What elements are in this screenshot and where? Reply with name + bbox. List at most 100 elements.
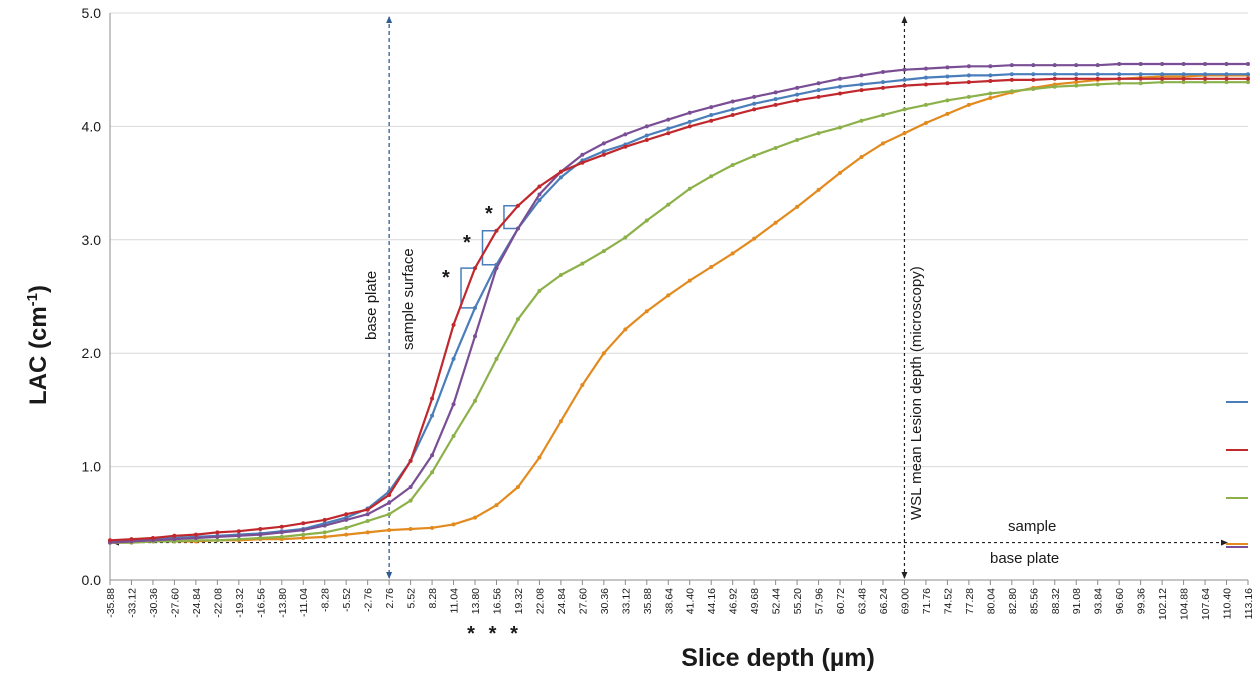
axes (109, 13, 1249, 585)
series-point (816, 81, 821, 86)
series-point (601, 149, 606, 154)
series-point (687, 278, 692, 283)
series-point (1181, 80, 1186, 85)
x-tick-label: 80.04 (985, 588, 997, 614)
x-tick-label: -33.12 (126, 588, 138, 618)
series-point (1224, 62, 1229, 67)
x-tick-label: -2.76 (363, 588, 375, 612)
series-point (473, 266, 478, 271)
x-tick-label: -27.60 (169, 588, 181, 618)
x-tick-labels: -35.88 -33.12 -30.36 -27.60 -24.84 -22.08 -19.… (105, 588, 1255, 645)
series-point (644, 138, 649, 143)
series-point (387, 528, 392, 533)
x-tick-label: 8.28 (427, 588, 439, 609)
series-point (601, 249, 606, 254)
series-point (1160, 80, 1165, 85)
series-point (988, 73, 993, 78)
series-point (1074, 76, 1079, 81)
series-point (816, 131, 821, 136)
series-point (258, 532, 263, 537)
series-point (580, 382, 585, 387)
x-tick-label: -35.88 (105, 588, 117, 618)
y-axis-label: LAC (cm-1) (24, 285, 52, 405)
series-point (279, 534, 284, 539)
series-point (623, 144, 628, 149)
arrow-head-top (386, 16, 393, 23)
series-point (902, 107, 907, 112)
arrow-head-right (1221, 539, 1228, 546)
series-point (301, 528, 306, 533)
series-point (451, 356, 456, 361)
series-point (1052, 76, 1057, 81)
y-tick-label: 5.0 (82, 5, 102, 21)
series-point (902, 67, 907, 72)
series-point (365, 512, 370, 517)
y-tick-label: 1.0 (82, 459, 102, 475)
series-point (258, 536, 263, 541)
x-tick-label: 13.80 (470, 588, 482, 614)
x-tick-label: 5.52 (406, 588, 418, 609)
series-line-0 (109, 73, 1248, 543)
x-tick-label: 71.76 (921, 588, 933, 614)
x-tick-label: 41.40 (685, 588, 697, 614)
series-point (945, 81, 950, 86)
x-tick-label: 38.64 (663, 588, 675, 614)
series-point (1246, 76, 1250, 81)
series-point (1181, 62, 1186, 67)
series-point (1095, 63, 1100, 68)
series-point (387, 512, 392, 517)
series-point (236, 533, 241, 538)
series-point (494, 266, 499, 271)
series-point (1224, 76, 1229, 81)
x-tick-label: 55.20 (792, 588, 804, 614)
series-point (687, 124, 692, 129)
x-tick-label: 30.36 (599, 588, 611, 614)
series-point (1117, 72, 1122, 77)
series-point (408, 498, 413, 503)
series-line-4 (109, 62, 1248, 544)
series-point (816, 187, 821, 192)
series-point (344, 512, 349, 517)
x-tick-label: 60.72 (835, 588, 847, 614)
series-point (601, 351, 606, 356)
series-point (988, 96, 993, 101)
series-point (1095, 82, 1100, 87)
data-series (108, 62, 1250, 545)
series-point (923, 75, 928, 80)
series-point (730, 162, 735, 167)
series-point (623, 327, 628, 332)
series-point (236, 529, 241, 534)
series-point (601, 152, 606, 157)
series-point (880, 141, 885, 146)
series-point (902, 83, 907, 88)
series-point (430, 413, 435, 418)
series-point (966, 64, 971, 69)
series-point (1009, 89, 1014, 94)
series-point (1117, 62, 1122, 67)
series-point (752, 94, 757, 99)
series-point (322, 523, 327, 528)
x-tick-label: 24.84 (556, 588, 568, 614)
series-point (1031, 63, 1036, 68)
series-point (988, 64, 993, 69)
series-point (923, 82, 928, 87)
series-point (730, 113, 735, 118)
series-point (1074, 83, 1079, 88)
series-point (1074, 63, 1079, 68)
series-point (666, 117, 671, 122)
x-tick-label: 69.00 (899, 588, 911, 614)
x-tick-label: 63.48 (857, 588, 869, 614)
series-point (537, 455, 542, 460)
y-tick-label: 3.0 (82, 232, 102, 248)
series-point (752, 153, 757, 158)
arrow-head-bottom (901, 572, 908, 579)
series-point (666, 126, 671, 131)
x-tick-star: * (467, 623, 475, 645)
series-point (988, 91, 993, 96)
series-point (1203, 76, 1208, 81)
series-point (108, 538, 112, 543)
series-point (730, 99, 735, 104)
series-point (494, 503, 499, 508)
series-point (730, 251, 735, 256)
